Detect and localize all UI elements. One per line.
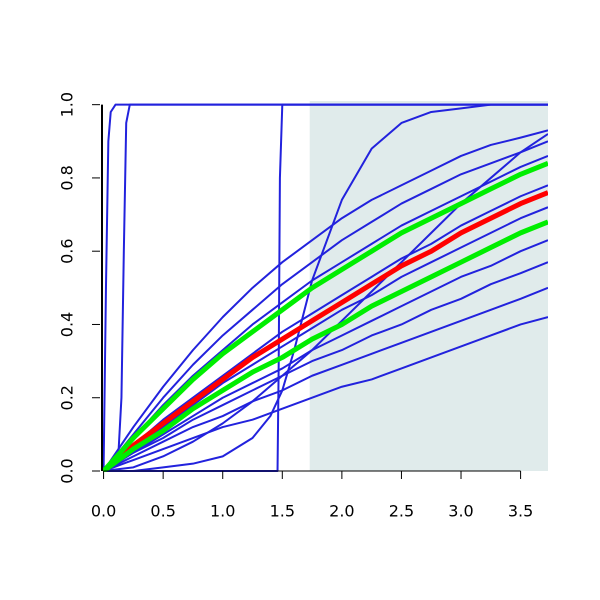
- axes: 0.0 0.5 1.0 1.5 2.0 2.5 3.0 3.5 0.0 0.2 0.4 0.6 0.8 1…: [58, 92, 534, 521]
- x-tick-label: 1.5: [270, 502, 295, 521]
- y-tick-label: 1.0: [58, 92, 77, 117]
- cdf-line: [102, 155, 548, 472]
- x-tick-label: 3.0: [448, 502, 473, 521]
- shaded-region: [309, 101, 548, 471]
- cdf-line: [103, 286, 548, 472]
- x-tick-label: 3.5: [508, 502, 533, 521]
- cdf-line: [102, 219, 548, 472]
- cdf-line: [102, 206, 548, 472]
- y-tick-label: 0.8: [58, 165, 77, 190]
- x-tick-label: 2.5: [389, 502, 414, 521]
- x-tick-label: 2.0: [329, 502, 354, 521]
- cdf-line: [103, 103, 548, 472]
- cdf-line: [102, 184, 548, 472]
- plot-area: [101, 101, 548, 472]
- y-tick-label: 0.2: [58, 385, 77, 410]
- cdf-line: [103, 103, 548, 472]
- cdf-line: [101, 190, 548, 472]
- cdf-line: [101, 160, 548, 472]
- cdf-line: [102, 140, 548, 472]
- cdf-line: [103, 261, 548, 472]
- cdf-line: [103, 316, 548, 472]
- cdf-line: [103, 239, 548, 472]
- x-tick-label: 0.0: [91, 502, 116, 521]
- cdf-line: [103, 133, 548, 472]
- x-tick-label: 1.0: [210, 502, 235, 521]
- y-tick-label: 0.4: [58, 312, 77, 337]
- y-tick-label: 0.6: [58, 238, 77, 263]
- cdf-line: [102, 129, 548, 472]
- y-tick-label: 0.0: [58, 458, 77, 483]
- x-tick-label: 0.5: [150, 502, 175, 521]
